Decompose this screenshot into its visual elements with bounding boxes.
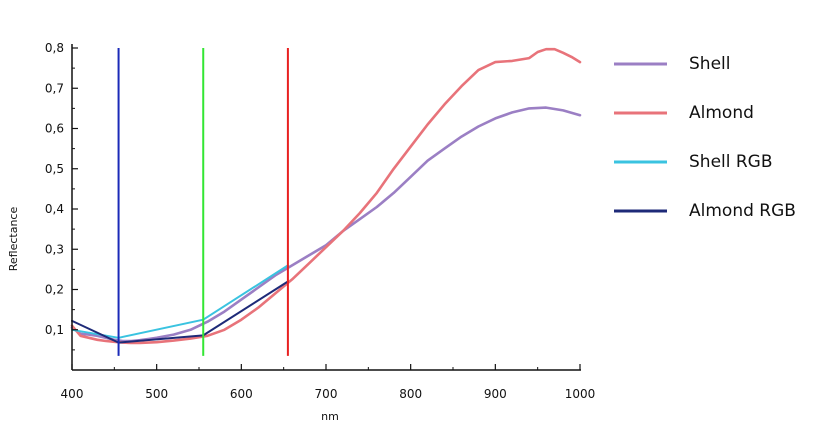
y-tick-label: 0,7 <box>45 81 64 95</box>
plot-area <box>70 47 582 345</box>
y-tick-label: 0,1 <box>45 323 64 337</box>
series-line-shell-rgb <box>71 264 289 339</box>
y-tick-label: 0,6 <box>45 122 64 136</box>
legend-label: Shell <box>689 54 730 74</box>
y-tick-label: 0,5 <box>45 162 64 176</box>
legend-label: Almond RGB <box>689 201 796 221</box>
y-axis-label: Reflectance <box>7 207 20 272</box>
wavelength-markers <box>117 48 289 356</box>
x-tick-label: 1000 <box>565 387 596 401</box>
axes <box>71 44 581 371</box>
y-ticks: 0,1 0,2 0,3 0,4 0,5 0,6 0,7 0,8 <box>45 41 78 351</box>
y-tick-label: 0,3 <box>45 242 64 256</box>
y-tick-label: 0,8 <box>45 41 64 55</box>
y-tick-label: 0,4 <box>45 202 64 216</box>
x-ticks: 400 500 600 700 800 900 1000 <box>61 364 596 401</box>
x-tick-label: 700 <box>315 387 338 401</box>
x-tick-label: 800 <box>399 387 422 401</box>
x-tick-label: 900 <box>484 387 507 401</box>
legend: Shell Almond Shell RGB Almond RGB <box>614 54 796 221</box>
legend-label: Shell RGB <box>689 152 773 172</box>
series-line-almond <box>70 47 582 345</box>
legend-label: Almond <box>689 103 754 123</box>
y-tick-label: 0,2 <box>45 283 64 297</box>
series-line-shell <box>70 106 582 343</box>
x-tick-label: 400 <box>61 387 84 401</box>
x-tick-label: 500 <box>145 387 168 401</box>
series-line-almond-rgb <box>71 280 289 344</box>
x-axis-label: nm <box>321 410 339 423</box>
x-tick-label: 600 <box>230 387 253 401</box>
